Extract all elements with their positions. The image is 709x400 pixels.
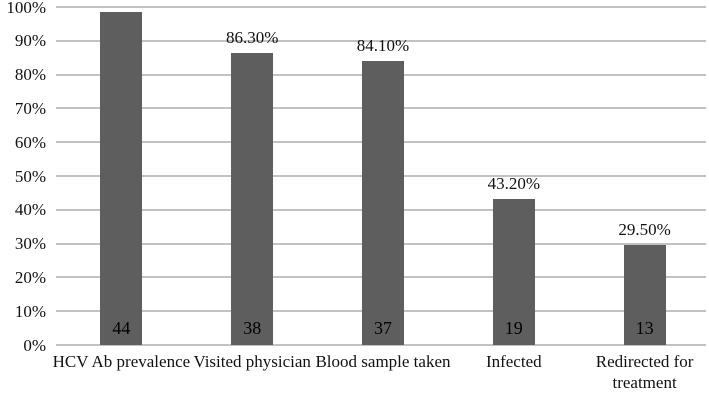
bar-count-label: 13 (635, 318, 654, 338)
x-axis-label: HCV Ab prevalence (52, 352, 191, 371)
bar-value-label: 29.50% (618, 220, 671, 240)
y-axis-tick: 40% (14, 200, 46, 220)
y-axis-tick: 20% (14, 267, 46, 287)
bar: 19 (492, 198, 535, 345)
bar-group-redirected-for-treatment: 29.50% 13 (579, 7, 709, 345)
x-axis-label: Redirected for treatment (595, 352, 694, 392)
bar-value-label: 86.30% (225, 28, 279, 48)
bar-value-label: 84.10% (356, 35, 410, 55)
bar-count-label: 38 (243, 318, 262, 338)
y-axis-tick: 100% (6, 0, 46, 17)
bar-count-label: 44 (112, 318, 131, 338)
bar-group-hcv-ab-prevalence: 44 (56, 7, 187, 345)
bar: 38 (231, 53, 274, 345)
gridline (56, 6, 706, 8)
bar-group-infected: 43.20% 19 (448, 7, 579, 345)
bar-count-label: 19 (504, 318, 523, 338)
y-axis-tick: 90% (14, 31, 46, 51)
x-axis-label: Visited physician (193, 352, 311, 371)
y-axis-tick: 50% (14, 166, 46, 186)
x-axis-label: Blood sample taken (315, 352, 451, 371)
bar: 13 (623, 245, 666, 345)
y-axis-tick: 80% (14, 65, 46, 85)
y-axis-tick: 10% (14, 301, 46, 321)
x-axis-label: Infected (485, 352, 542, 371)
bar: 44 (100, 12, 143, 345)
y-axis-tick: 70% (14, 98, 46, 118)
gridline (56, 39, 706, 42)
bar-value-label: 43.20% (487, 173, 540, 193)
gridline (56, 344, 706, 346)
y-axis-tick: 60% (14, 132, 46, 152)
bar-count-label: 37 (373, 318, 392, 338)
bar-group-visited-physician: 86.30% 38 (187, 7, 318, 345)
bar: 37 (361, 60, 404, 345)
y-axis-tick: 0% (23, 335, 46, 355)
y-axis-tick: 30% (14, 234, 46, 254)
bar-group-blood-sample-taken: 84.10% 37 (318, 7, 449, 345)
